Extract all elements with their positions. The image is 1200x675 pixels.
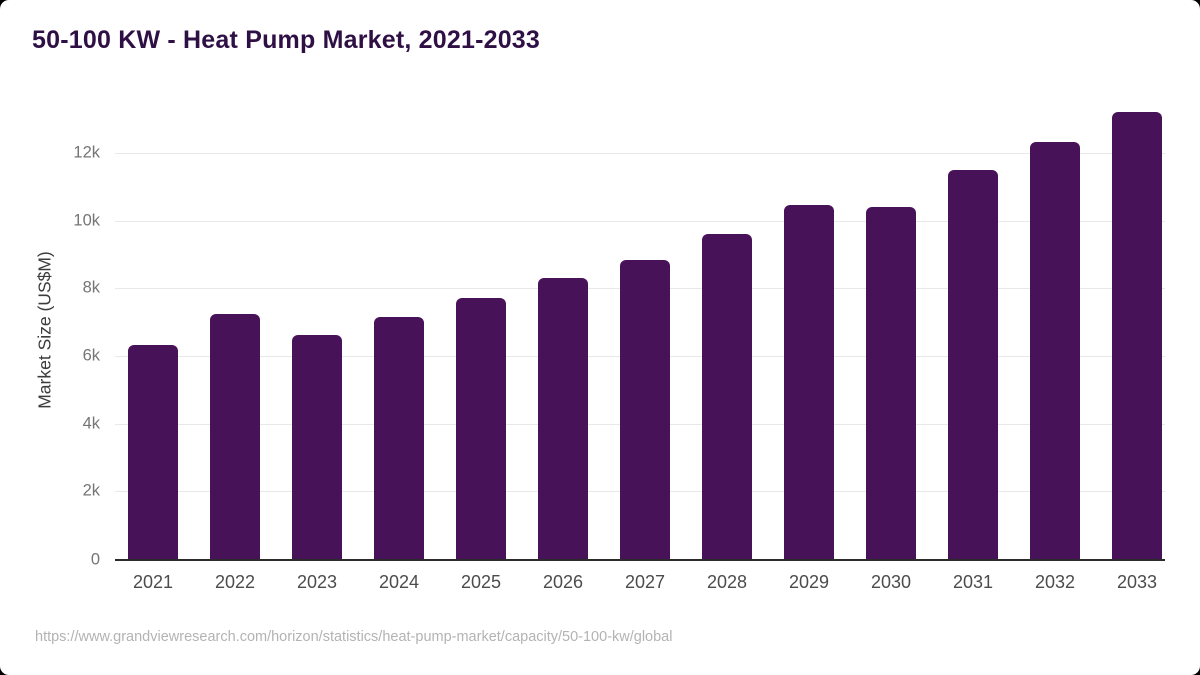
x-tick-label-2032: 2032: [1034, 572, 1076, 592]
bar-2032: [1030, 141, 1080, 559]
x-tick-label-2027: 2027: [624, 572, 666, 592]
x-tick-label-2025: 2025: [460, 572, 502, 592]
bar-2028: [702, 234, 752, 559]
bar-2030: [866, 206, 916, 559]
x-tick-label-2022: 2022: [214, 572, 256, 592]
y-tick-label-0: 0: [90, 550, 100, 569]
bar-2025: [456, 297, 506, 559]
bar-2033: [1112, 111, 1162, 559]
x-tick-label-2030: 2030: [870, 572, 912, 592]
x-tick-label-2033: 2033: [1116, 572, 1158, 592]
x-tick-label-2024: 2024: [378, 572, 420, 592]
x-tick-label-2021: 2021: [132, 572, 174, 592]
y-tick-label-12k: 12k: [73, 143, 100, 162]
bar-2026: [538, 278, 588, 559]
bar-2024: [374, 317, 424, 559]
bar-2029: [784, 204, 834, 559]
plot-area: 0 2k 4k 6k 8k 10k 12k 2021 2022 2023 2024 2025 2026…: [73, 105, 1165, 592]
y-tick-label-6k: 6k: [82, 346, 100, 365]
y-tick-label-4k: 4k: [82, 414, 100, 433]
x-tick-label-2028: 2028: [706, 572, 748, 592]
bar-2031: [948, 169, 998, 559]
x-tick-label-2026: 2026: [542, 572, 584, 592]
y-tick-label-8k: 8k: [82, 278, 100, 297]
x-tick-label-2023: 2023: [296, 572, 338, 592]
source-url: https://www.grandviewresearch.com/horizo…: [35, 629, 673, 645]
bar-2021: [128, 345, 178, 559]
x-tick-label-2029: 2029: [788, 572, 830, 592]
chart-title: 50-100 KW - Heat Pump Market, 2021-2033: [32, 26, 541, 54]
x-tick-label-2031: 2031: [952, 572, 994, 592]
y-axis-title: Market Size (US$M): [34, 251, 55, 409]
gridline-12k: [115, 153, 1165, 154]
bar-2027: [620, 259, 670, 559]
bar-2022: [210, 314, 260, 559]
y-tick-label-10k: 10k: [73, 211, 100, 230]
y-tick-label-2k: 2k: [82, 481, 100, 500]
bar-2023: [292, 335, 342, 559]
gridline-10k: [115, 220, 1165, 222]
